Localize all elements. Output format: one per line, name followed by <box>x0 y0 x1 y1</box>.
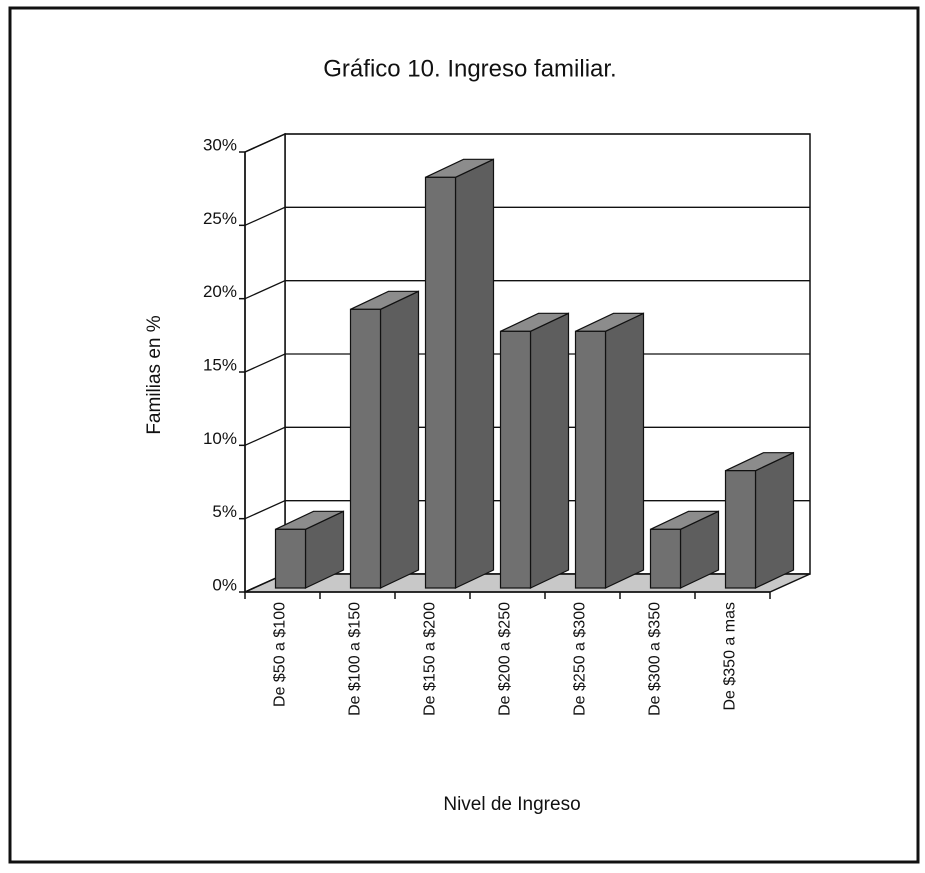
x-tick-label: De $250 a $300 <box>572 602 589 716</box>
chart-title: Gráfico 10. Ingreso familiar. <box>323 55 616 82</box>
bar-side <box>604 312 645 589</box>
y-tick-label: 30% <box>203 135 237 154</box>
y-tick-label: 10% <box>203 429 237 448</box>
bar-side <box>529 312 570 589</box>
y-tick-label: 20% <box>203 282 237 301</box>
bar <box>349 308 382 589</box>
x-tick-label: De $100 a $150 <box>347 602 364 716</box>
bar-side <box>454 158 495 589</box>
bar <box>274 528 307 589</box>
bar <box>574 330 607 589</box>
bar-side <box>379 290 420 589</box>
y-axis-title: Familias en % <box>144 315 165 434</box>
bar <box>499 330 532 589</box>
x-tick-label: De $300 a $350 <box>647 602 664 716</box>
y-tick-label: 5% <box>212 502 237 521</box>
bar <box>724 470 757 589</box>
x-tick-label: De $50 a $100 <box>272 602 289 707</box>
grid-line <box>244 280 810 300</box>
x-tick-label: De $200 a $250 <box>497 602 514 716</box>
x-tick-label: De $350 a mas <box>722 602 739 711</box>
grid-line <box>244 206 810 226</box>
bar-side <box>754 451 795 589</box>
y-tick-label: 15% <box>203 355 237 374</box>
y-tick-label: 25% <box>203 209 237 228</box>
x-tick-label: De $150 a $200 <box>422 602 439 716</box>
x-axis-title: Nivel de Ingreso <box>443 794 580 815</box>
bar <box>649 528 682 589</box>
grid-line <box>244 133 810 153</box>
bar <box>424 176 457 589</box>
y-tick-label: 0% <box>212 575 237 594</box>
